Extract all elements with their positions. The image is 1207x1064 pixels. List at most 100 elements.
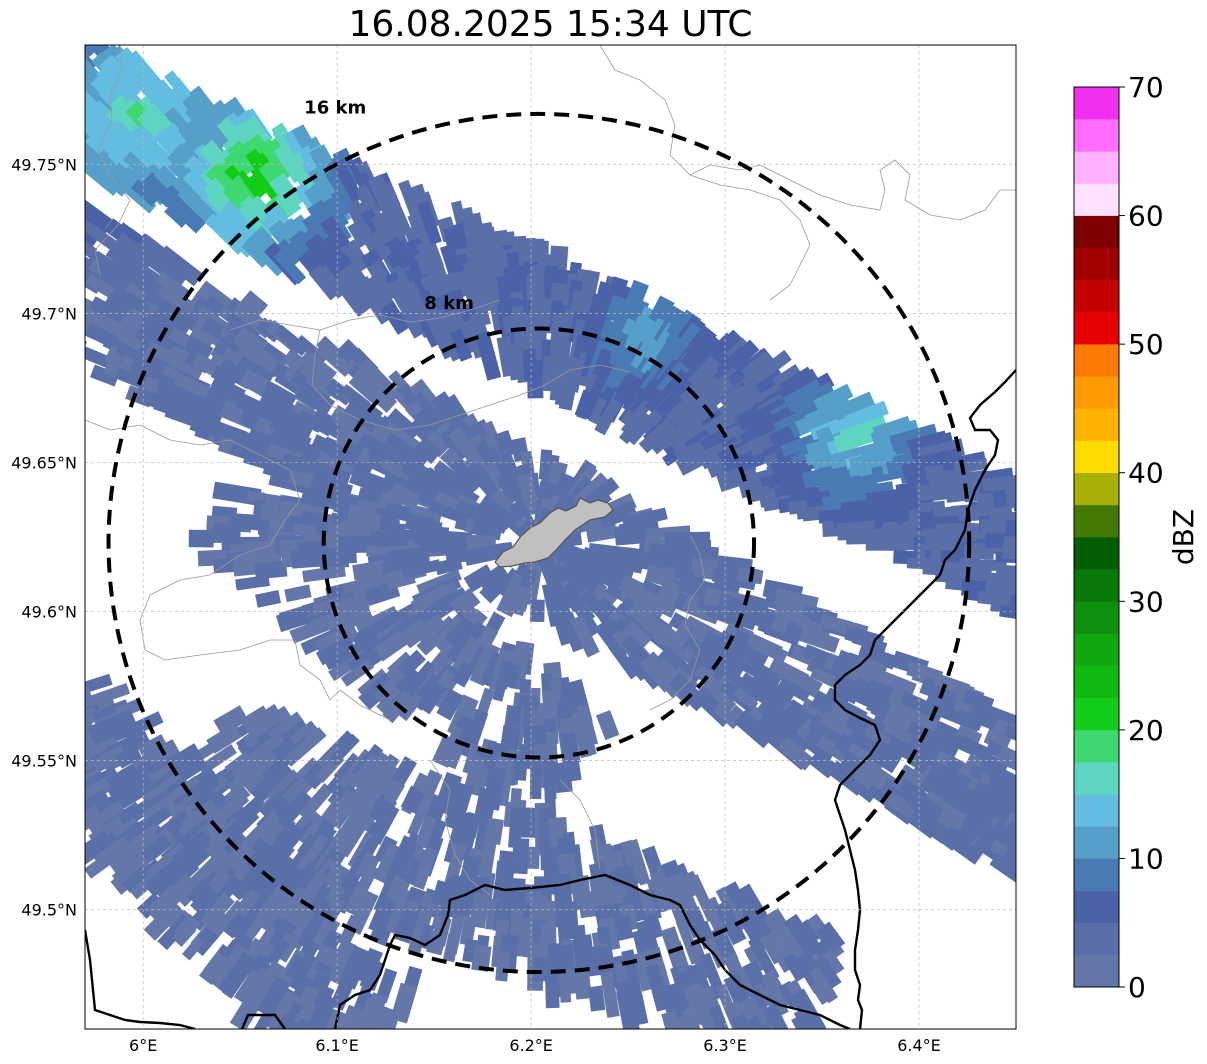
reflectivity-bin — [235, 906, 263, 938]
reflectivity-bin — [308, 1059, 332, 1064]
reflectivity-bin — [141, 171, 178, 208]
reflectivity-bin — [1002, 845, 1016, 884]
reflectivity-bin — [623, 977, 649, 1027]
reflectivity-bin — [243, 447, 287, 475]
reflectivity-bin — [441, 742, 465, 770]
reflectivity-bin — [465, 461, 502, 499]
reflectivity-bin — [573, 967, 592, 1000]
reflectivity-bin — [273, 249, 306, 285]
reflectivity-bin — [831, 391, 877, 424]
colorbar-segment — [1074, 569, 1119, 602]
reflectivity-bin — [373, 669, 409, 705]
colorbar-segment — [1074, 151, 1119, 184]
reflectivity-bin — [177, 811, 208, 838]
reflectivity-bin — [256, 884, 291, 923]
reflectivity-bin — [156, 245, 204, 287]
reflectivity-bin — [85, 702, 88, 728]
reflectivity-bin — [284, 584, 312, 603]
reflectivity-bin — [135, 123, 159, 147]
colorbar-segment — [1074, 119, 1119, 152]
colorbar-tick-label: 30 — [1128, 585, 1164, 618]
reflectivity-bin — [85, 697, 87, 723]
colorbar: 0 10 20 30 40 50 60 70 dBZ — [1073, 71, 1200, 1004]
colorbar-tick-label: 50 — [1128, 328, 1164, 361]
urban-area — [494, 497, 614, 568]
reflectivity-bin — [18, 722, 63, 749]
reflectivity-bin — [798, 626, 840, 654]
reflectivity-bin — [302, 564, 346, 583]
reflectivity-bin — [157, 283, 202, 319]
reflectivity-bin — [443, 842, 467, 888]
reflectivity-bin — [153, 866, 189, 900]
reflectivity-bin — [423, 430, 450, 458]
reflectivity-bin — [955, 709, 984, 731]
reflectivity-bin — [85, 777, 114, 804]
reflectivity-bin — [242, 914, 268, 944]
reflectivity-bin — [145, 869, 175, 898]
admin-boundary — [229, 319, 631, 431]
reflectivity-bin — [1038, 511, 1077, 528]
reflectivity-bin — [398, 692, 424, 722]
reflectivity-bin — [885, 734, 917, 762]
reflectivity-bin — [1031, 790, 1063, 817]
reflectivity-bin — [381, 301, 410, 335]
reflectivity-bin — [199, 892, 235, 930]
reflectivity-bin — [266, 937, 290, 966]
reflectivity-bin — [558, 376, 578, 411]
range-ring — [321, 326, 757, 760]
colorbar-segment — [1074, 633, 1119, 666]
reflectivity-bin — [444, 616, 477, 650]
reflectivity-bin — [596, 710, 620, 741]
colorbar-tick-label: 10 — [1128, 842, 1164, 875]
colorbar-segment — [1074, 472, 1119, 506]
lon-tick-label: 6.1°E — [315, 1036, 359, 1055]
reflectivity-bin — [577, 890, 597, 919]
reflectivity-bin — [1024, 514, 1050, 526]
reflectivity-bin — [414, 436, 443, 464]
colorbar-segment — [1074, 279, 1119, 313]
colorbar-segment — [1074, 247, 1119, 281]
reflectivity-bin — [924, 734, 959, 760]
reflectivity-bin — [374, 835, 398, 865]
reflectivity-bin — [48, 89, 85, 125]
reflectivity-bin — [998, 806, 1016, 834]
colorbar-tick-label: 70 — [1128, 71, 1164, 104]
reflectivity-bin — [1030, 561, 1061, 579]
reflectivity-bin — [955, 724, 983, 746]
reflectivity-bin — [810, 977, 836, 1006]
colorbar-segment — [1074, 504, 1119, 538]
reflectivity-bin — [375, 968, 398, 1004]
reflectivity-bin — [578, 719, 597, 757]
reflectivity-bin — [294, 334, 328, 366]
reflectivity-bin — [257, 976, 291, 1018]
reflectivity-bin — [33, 283, 59, 304]
lat-tick-label: 49.75°N — [11, 155, 77, 174]
reflectivity-bin — [409, 378, 444, 416]
reflectivity-bin — [527, 846, 540, 869]
reflectivity-bin — [857, 644, 898, 670]
reflectivity-bin — [631, 316, 657, 352]
reflectivity-bin — [740, 1015, 773, 1029]
reflectivity-bin — [396, 649, 426, 679]
map-plot-area: 8 km 16 km — [18, 44, 1077, 1064]
colorbar-segment — [1074, 215, 1119, 249]
colorbar-title: dBZ — [1167, 509, 1200, 565]
reflectivity-bin — [85, 325, 88, 353]
reflectivity-bin — [1032, 727, 1072, 757]
reflectivity-bin — [229, 982, 270, 1029]
reflectivity-bin — [373, 842, 403, 885]
reflectivity-bin — [99, 302, 130, 326]
reflectivity-bin — [572, 334, 588, 364]
reflectivity-layer — [18, 45, 1077, 1064]
reflectivity-bin — [888, 699, 916, 720]
reflectivity-bin — [372, 1015, 391, 1029]
reflectivity-bin — [370, 386, 398, 413]
reflectivity-bin — [613, 372, 645, 409]
reflectivity-bin — [287, 1018, 312, 1029]
reflectivity-bin — [733, 685, 760, 709]
colorbar-segment — [1074, 344, 1119, 377]
reflectivity-bin — [352, 973, 377, 1015]
reflectivity-bin — [749, 1024, 776, 1029]
reflectivity-bin — [833, 767, 877, 803]
colorbar-segment — [1074, 440, 1119, 474]
